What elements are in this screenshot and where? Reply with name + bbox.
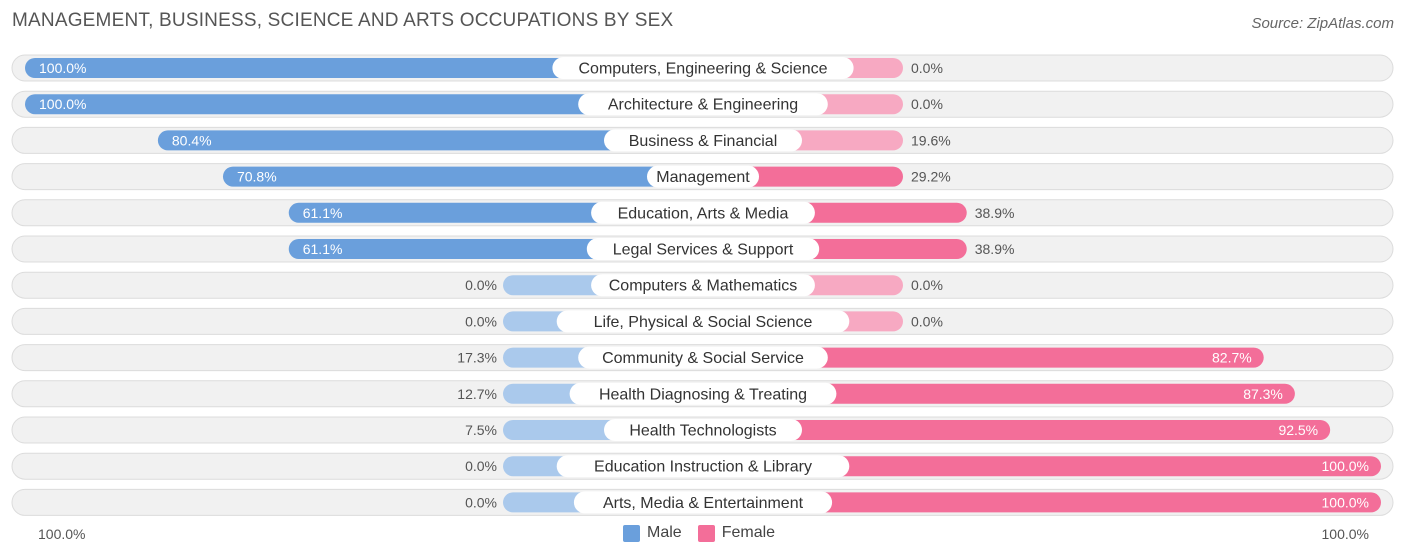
category-label-bg (591, 274, 815, 297)
category-label: Community & Social Service (602, 350, 804, 367)
axis-right-label: 100.0% (1321, 526, 1369, 542)
value-label-male: 80.4% (172, 132, 212, 148)
bar-male (222, 166, 703, 187)
value-label-female: 0.0% (911, 277, 943, 293)
category-label-bg (578, 346, 828, 369)
category-label: Education Instruction & Library (594, 459, 812, 476)
category-label: Legal Services & Support (613, 242, 794, 259)
bar-female (703, 456, 1381, 477)
category-label-bg (569, 382, 837, 405)
value-label-female: 92.5% (1278, 422, 1318, 438)
value-label-male: 100.0% (39, 96, 86, 112)
value-label-female: 0.0% (911, 313, 943, 329)
category-label-bg (573, 491, 833, 514)
chart-title: MANAGEMENT, BUSINESS, SCIENCE AND ARTS O… (12, 10, 674, 31)
bar-female (703, 347, 1264, 368)
category-label: Computers, Engineering & Science (578, 61, 827, 78)
legend-item-male: Male (623, 524, 682, 542)
category-label: Architecture & Engineering (608, 97, 798, 114)
value-label-male: 0.0% (465, 277, 497, 293)
category-label: Education, Arts & Media (618, 205, 789, 222)
bar-female (703, 383, 1295, 404)
bar-male (25, 58, 703, 78)
category-label-bg (556, 455, 850, 478)
category-label-bg (552, 57, 854, 79)
bar-male (25, 94, 703, 115)
category-label: Business & Financial (629, 133, 778, 150)
legend-item-female: Female (697, 524, 776, 542)
category-label-bg (604, 419, 802, 441)
category-label: Arts, Media & Entertainment (603, 495, 804, 512)
category-label-bg (556, 310, 850, 333)
value-label-female: 29.2% (911, 169, 951, 185)
legend: Male Female (623, 524, 791, 542)
category-label: Management (656, 169, 750, 186)
value-label-male: 61.1% (303, 241, 343, 257)
category-label-bg (604, 129, 802, 152)
value-label-male: 100.0% (39, 60, 86, 76)
value-label-male: 17.3% (457, 350, 497, 366)
category-label-bg (647, 165, 759, 188)
category-label-bg (591, 201, 815, 224)
value-label-female: 100.0% (1322, 458, 1369, 474)
category-label: Computers & Mathematics (609, 278, 798, 295)
legend-swatch-female (697, 524, 715, 542)
bar-female (703, 492, 1381, 513)
legend-label-male: Male (647, 524, 682, 541)
category-label-bg (586, 238, 820, 260)
value-label-female: 100.0% (1322, 494, 1369, 510)
value-label-male: 0.0% (465, 313, 497, 329)
source-label: Source: ZipAtlas.com (1251, 15, 1394, 32)
value-label-male: 12.7% (457, 386, 497, 402)
bar-male (157, 130, 703, 151)
value-label-female: 38.9% (975, 205, 1015, 221)
category-label: Health Diagnosing & Treating (599, 386, 807, 403)
value-label-female: 19.6% (911, 132, 951, 148)
value-label-male: 70.8% (237, 169, 277, 185)
value-label-female: 0.0% (911, 96, 943, 112)
value-label-female: 38.9% (975, 241, 1015, 257)
category-label: Life, Physical & Social Science (594, 314, 813, 331)
category-label-bg (578, 93, 828, 116)
legend-swatch-male (623, 524, 640, 542)
value-label-female: 87.3% (1243, 386, 1283, 402)
axis-left-label: 100.0% (38, 526, 86, 542)
value-label-male: 7.5% (465, 422, 497, 438)
category-label: Health Technologists (629, 423, 776, 440)
value-label-female: 0.0% (911, 60, 943, 76)
value-label-male: 0.0% (465, 494, 497, 510)
bar-female (703, 420, 1331, 440)
value-label-male: 0.0% (465, 458, 497, 474)
value-label-male: 61.1% (303, 205, 343, 221)
value-label-female: 82.7% (1212, 350, 1252, 366)
legend-label-female: Female (721, 524, 776, 541)
